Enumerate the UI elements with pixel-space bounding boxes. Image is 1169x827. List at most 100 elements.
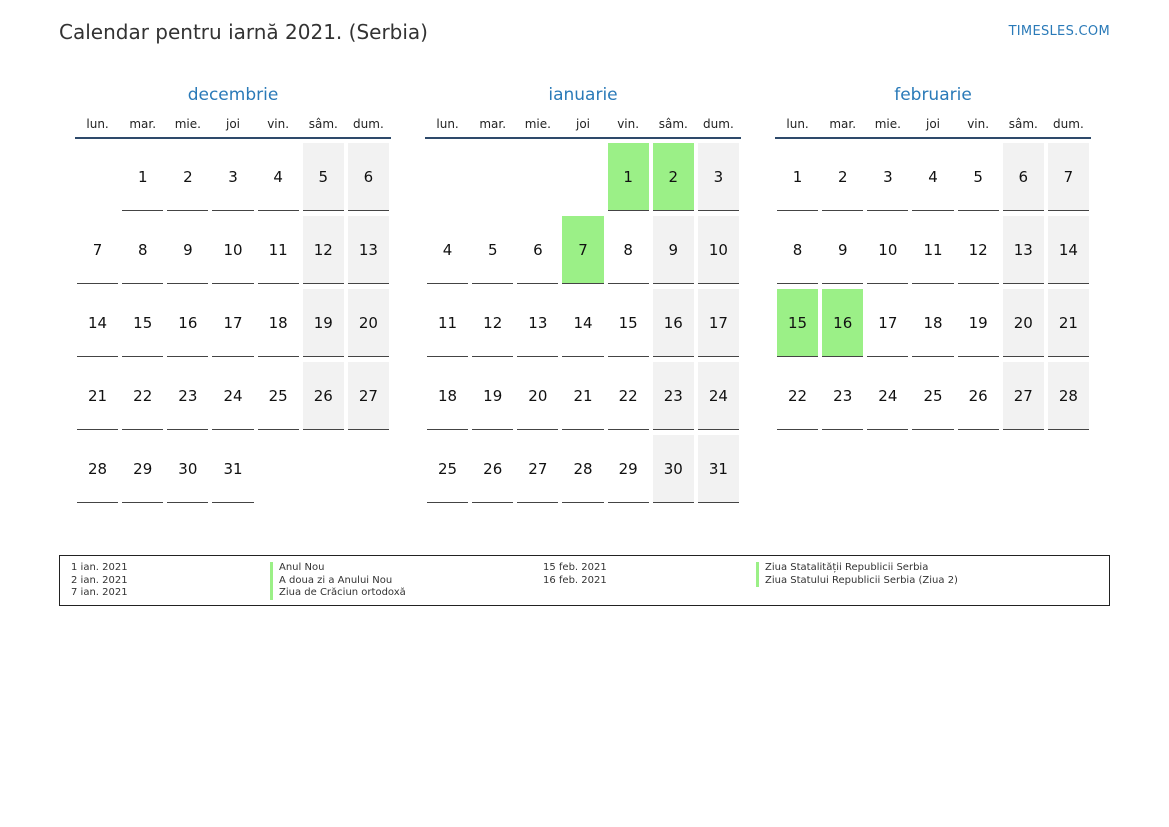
weekday-label: joi xyxy=(225,117,240,131)
day-cell: 14 xyxy=(77,289,119,357)
day-cell: 6 xyxy=(1002,143,1044,211)
day-cell: 11 xyxy=(912,216,954,284)
day-cell: 19 xyxy=(472,362,514,430)
day-cell: 4 xyxy=(427,216,469,284)
day-cell: 28 xyxy=(562,435,604,503)
day-grid: 1 2 3 4 5 6 7 8 9 10 11 12 13 14 15 16 17 18 19 20 21 22 23 24 2… xyxy=(425,143,741,508)
weekday-label: joi xyxy=(575,117,590,131)
day-cell: 2 xyxy=(167,143,209,211)
legend-names-right: Ziua Statalității Republicii Serbia Ziua… xyxy=(756,562,958,588)
weekday-header: lun. mar. mie. joi vin. sâm. dum. xyxy=(425,114,741,139)
weekday-label: vin. xyxy=(267,117,290,131)
day-cell: 31 xyxy=(212,435,254,503)
day-cell: 22 xyxy=(777,362,819,430)
page-title: Calendar pentru iarnă 2021. (Serbia) xyxy=(59,20,428,44)
empty-day-cell xyxy=(427,143,468,211)
day-cell: 15 xyxy=(777,289,819,357)
legend-holiday-name: Anul Nou xyxy=(270,562,406,575)
day-cell: 31 xyxy=(697,435,739,503)
weekday-label: dum. xyxy=(703,117,734,131)
week-row: 15 16 17 18 19 20 21 xyxy=(775,289,1091,362)
day-cell: 6 xyxy=(347,143,389,211)
legend-holiday-name: Ziua de Crăciun ortodoxă xyxy=(270,587,406,600)
week-row: 7 8 9 10 11 12 13 xyxy=(75,216,391,289)
week-row: 18 19 20 21 22 23 24 xyxy=(425,362,741,435)
legend-date: 2 ian. 2021 xyxy=(71,574,128,586)
day-cell: 13 xyxy=(1002,216,1044,284)
legend-dates-right: 15 feb. 2021 16 feb. 2021 xyxy=(543,562,607,587)
day-cell: 23 xyxy=(822,362,864,430)
day-cell: 9 xyxy=(822,216,864,284)
weekday-label: joi xyxy=(925,117,940,131)
day-cell: 21 xyxy=(77,362,119,430)
day-grid: 1 2 3 4 5 6 7 8 9 10 11 12 13 14 15 16 17 18 19 20 21 22 23 24 2… xyxy=(75,143,391,508)
day-cell: 3 xyxy=(697,143,739,211)
day-cell: 11 xyxy=(257,216,299,284)
day-cell: 3 xyxy=(867,143,909,211)
legend-holiday-name: Ziua Statalității Republicii Serbia xyxy=(756,562,958,575)
day-cell: 21 xyxy=(1047,289,1089,357)
day-cell: 25 xyxy=(427,435,469,503)
day-cell: 22 xyxy=(607,362,649,430)
weekday-label: lun. xyxy=(786,117,809,131)
day-cell: 8 xyxy=(607,216,649,284)
day-cell: 13 xyxy=(517,289,559,357)
day-cell: 12 xyxy=(472,289,514,357)
day-cell: 27 xyxy=(1002,362,1044,430)
weekday-header: lun. mar. mie. joi vin. sâm. dum. xyxy=(775,114,1091,139)
day-cell: 15 xyxy=(122,289,164,357)
day-cell: 28 xyxy=(77,435,119,503)
day-cell: 11 xyxy=(427,289,469,357)
legend-date: 1 ian. 2021 xyxy=(71,562,128,573)
day-cell: 9 xyxy=(652,216,694,284)
weekday-label: mar. xyxy=(829,117,857,131)
day-cell: 13 xyxy=(347,216,389,284)
empty-day-cell xyxy=(258,435,299,503)
empty-day-cell xyxy=(348,435,389,503)
brand-link[interactable]: TIMESLES.COM xyxy=(1008,24,1110,39)
weekday-label: mie. xyxy=(874,117,901,131)
day-cell: 20 xyxy=(347,289,389,357)
day-cell: 6 xyxy=(517,216,559,284)
day-grid: 1 2 3 4 5 6 7 8 9 10 11 12 13 14 15 16 17 18 19 20 21 22 23 24 2… xyxy=(775,143,1091,435)
month-name: ianuarie xyxy=(548,85,618,105)
weekday-label: lun. xyxy=(436,117,459,131)
day-cell: 29 xyxy=(607,435,649,503)
day-cell: 17 xyxy=(212,289,254,357)
week-row: 4 5 6 7 8 9 10 xyxy=(425,216,741,289)
legend-holiday-name: Ziua Statului Republicii Serbia (Ziua 2) xyxy=(756,574,958,588)
weekday-label: lun. xyxy=(86,117,109,131)
day-cell: 26 xyxy=(957,362,999,430)
day-cell: 3 xyxy=(212,143,254,211)
legend-names-left: Anul Nou A doua zi a Anului Nou Ziua de … xyxy=(270,562,406,600)
weekday-label: vin. xyxy=(617,117,640,131)
day-cell: 20 xyxy=(1002,289,1044,357)
day-cell: 27 xyxy=(517,435,559,503)
day-cell: 16 xyxy=(652,289,694,357)
weekday-label: dum. xyxy=(353,117,384,131)
week-row: 21 22 23 24 25 26 27 xyxy=(75,362,391,435)
day-cell: 10 xyxy=(867,216,909,284)
day-cell: 24 xyxy=(212,362,254,430)
day-cell: 1 xyxy=(777,143,819,211)
weekday-label: mar. xyxy=(129,117,157,131)
day-cell: 14 xyxy=(562,289,604,357)
day-cell: 26 xyxy=(302,362,344,430)
weekday-label: vin. xyxy=(967,117,990,131)
day-cell: 25 xyxy=(912,362,954,430)
weekday-label: mar. xyxy=(479,117,507,131)
week-row: 11 12 13 14 15 16 17 xyxy=(425,289,741,362)
legend-date: 7 ian. 2021 xyxy=(71,587,128,599)
day-cell: 16 xyxy=(822,289,864,357)
day-cell: 1 xyxy=(122,143,164,211)
day-cell: 30 xyxy=(652,435,694,503)
day-cell: 22 xyxy=(122,362,164,430)
day-cell: 17 xyxy=(697,289,739,357)
day-cell: 19 xyxy=(957,289,999,357)
day-cell: 7 xyxy=(1047,143,1089,211)
day-cell: 19 xyxy=(302,289,344,357)
day-cell: 25 xyxy=(257,362,299,430)
day-cell: 4 xyxy=(257,143,299,211)
